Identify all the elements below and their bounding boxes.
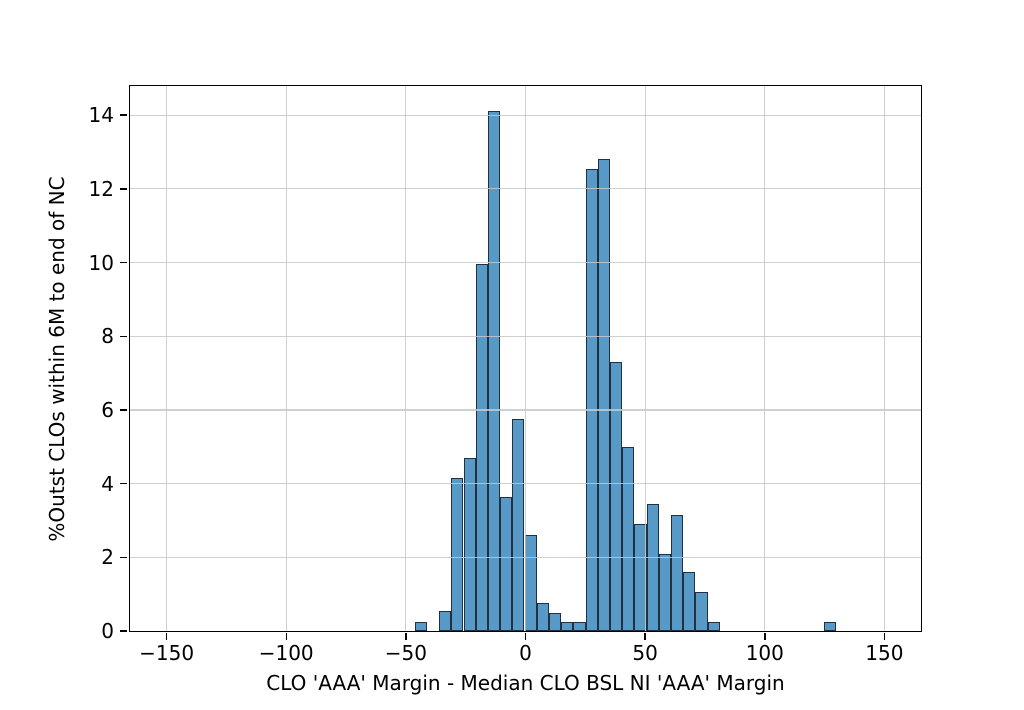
histogram-bar — [683, 572, 696, 631]
x-axis-tick — [883, 632, 886, 640]
x-tick-label: 150 — [865, 641, 904, 665]
histogram-bar — [561, 621, 574, 631]
histogram-bar — [487, 111, 501, 631]
y-axis-tick — [120, 630, 127, 632]
histogram-bar — [823, 621, 837, 631]
histogram-bar — [573, 621, 586, 631]
histogram-bar — [646, 503, 659, 631]
gridline-vertical — [166, 86, 168, 631]
y-tick-label: 8 — [101, 324, 114, 349]
y-axis-tick — [120, 556, 127, 559]
histogram-bar — [512, 419, 525, 631]
x-tick-label: −150 — [139, 641, 195, 665]
x-axis-tick — [644, 632, 646, 640]
histogram-bar — [610, 362, 623, 631]
histogram-bar — [463, 457, 476, 631]
y-axis-tick — [120, 409, 127, 411]
y-axis-tick — [120, 261, 127, 264]
y-tick-label: 2 — [101, 545, 114, 570]
y-tick-label: 4 — [101, 471, 114, 496]
x-axis-tick — [524, 632, 527, 640]
histogram-bar — [536, 603, 549, 631]
x-tick-label: −100 — [258, 641, 314, 665]
histogram-bar — [597, 159, 610, 631]
y-tick-label: 14 — [88, 103, 114, 128]
gridline-horizontal — [130, 335, 921, 337]
histogram-bar — [475, 264, 488, 631]
y-axis-tick — [120, 114, 127, 116]
y-tick-label: 10 — [88, 250, 114, 275]
x-tick-label: 50 — [632, 641, 658, 665]
y-tick-label: 12 — [88, 176, 114, 201]
y-axis-tick — [120, 482, 127, 485]
histogram-bar — [439, 610, 452, 631]
histogram-bar — [500, 496, 513, 631]
histogram-bar — [671, 514, 684, 631]
histogram-bar — [585, 168, 598, 631]
histogram-bar — [695, 592, 708, 631]
histogram-bar — [548, 612, 562, 631]
x-axis-tick — [405, 632, 407, 640]
y-axis-tick — [120, 335, 127, 337]
y-tick-label: 0 — [101, 619, 114, 643]
gridline-vertical — [285, 86, 287, 631]
gridline-horizontal — [130, 556, 921, 558]
gridline-horizontal — [130, 483, 921, 485]
histogram-bar — [622, 446, 635, 631]
gridline-horizontal — [130, 261, 921, 264]
gridline-horizontal — [130, 114, 921, 116]
gridline-vertical — [764, 86, 766, 631]
x-axis-tick — [165, 632, 168, 640]
x-axis-tick — [764, 632, 766, 640]
x-tick-label: 100 — [745, 641, 784, 665]
x-axis-tick — [285, 632, 287, 640]
histogram-bar — [524, 535, 537, 631]
x-tick-label: 0 — [519, 641, 532, 665]
histogram-bar — [451, 478, 464, 631]
x-axis-label: CLO 'AAA' Margin - Median CLO BSL NI 'AA… — [266, 671, 785, 695]
histogram-bar — [634, 524, 647, 631]
gridline-vertical — [644, 86, 646, 631]
gridline-horizontal — [130, 188, 921, 190]
histogram-bar — [707, 621, 720, 631]
histogram-bar — [658, 553, 671, 631]
gridline-vertical — [524, 86, 527, 631]
y-tick-label: 6 — [101, 397, 114, 422]
histogram-bar — [414, 621, 427, 631]
gridline-vertical — [883, 86, 885, 631]
x-tick-label: −50 — [384, 641, 427, 665]
gridline-vertical — [405, 86, 407, 631]
gridline-horizontal — [130, 409, 921, 411]
plot-area: CLO 'AAA' Margin - Median CLO BSL NI 'AA… — [45, 85, 922, 695]
y-axis-tick — [120, 188, 127, 190]
